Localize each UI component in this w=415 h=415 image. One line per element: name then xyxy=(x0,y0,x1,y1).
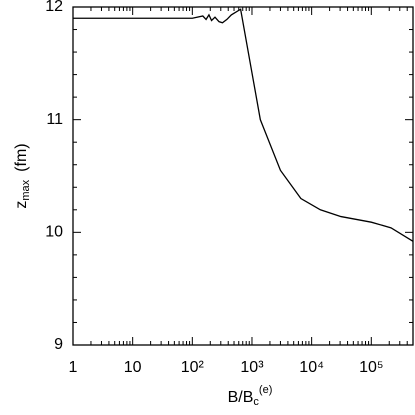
y-axis-label: zmax (fm) xyxy=(13,143,32,208)
x-label-sub: c xyxy=(253,396,259,408)
y-label-unit: (fm) xyxy=(13,143,30,171)
plot-frame xyxy=(72,6,414,346)
x-label-text: B/B xyxy=(228,389,254,406)
x-axis-label: B/Bc(e) xyxy=(228,384,273,408)
y-tick-label: 10 xyxy=(45,224,63,241)
x-tick-label: 10³ xyxy=(240,359,264,376)
y-tick-label: 11 xyxy=(46,111,63,128)
x-tick-label: 10⁵ xyxy=(359,359,383,376)
y-tick-label: 9 xyxy=(54,336,63,353)
x-tick-label: 10 xyxy=(124,359,142,376)
y-tick-label: 12 xyxy=(45,0,63,15)
y-label-sub: max xyxy=(20,179,32,200)
y-axis-label-group: zmax (fm) xyxy=(13,143,32,208)
x-tick-label: 10² xyxy=(181,359,205,376)
x-tick-label: 10⁴ xyxy=(299,359,324,376)
data-line xyxy=(73,8,414,242)
x-tick-label: 1 xyxy=(69,359,78,376)
y-label-text: z xyxy=(13,201,30,209)
x-label-sup: (e) xyxy=(259,384,272,396)
